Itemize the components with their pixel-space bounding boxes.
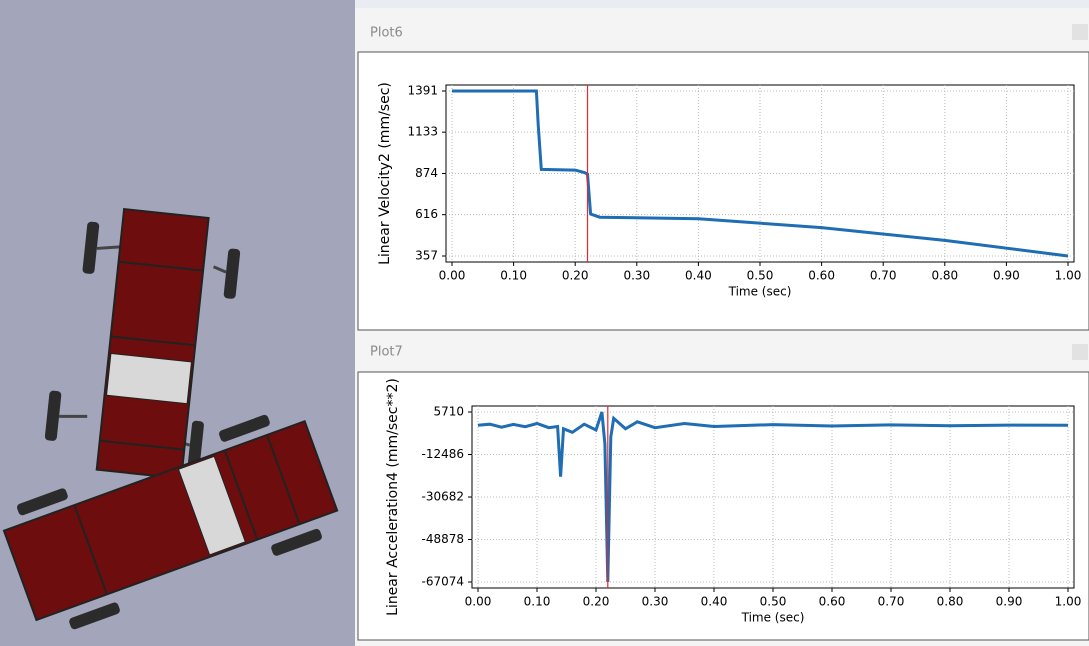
y-tick-label: -48878 [421, 532, 464, 546]
y-tick-label: 874 [415, 166, 438, 180]
x-tick-label: 0.90 [996, 595, 1023, 609]
plot-title: Plot7 [370, 345, 403, 360]
vehicle-2 [2, 414, 339, 630]
vehicle-1 [44, 207, 241, 480]
x-tick-label: 0.10 [524, 595, 551, 609]
x-axis-label: Time (sec) [741, 611, 805, 625]
y-tick-label: 1133 [407, 125, 438, 139]
x-tick-label: 0.40 [685, 269, 712, 283]
plot: -67074 -48878 -30682 -12486 5710 0.00 0.10 0.20… [385, 378, 1081, 624]
x-tick-label: 0.80 [937, 595, 964, 609]
x-tick-label: 0.20 [583, 595, 610, 609]
close-button[interactable] [1072, 344, 1088, 360]
x-tick-label: 0.00 [439, 269, 466, 283]
x-tick-label: 0.30 [623, 269, 650, 283]
y-tick-label: 616 [415, 207, 438, 221]
x-tick-label: 0.80 [931, 269, 958, 283]
y-axis-label: Linear Acceleration4 (mm/sec**2) [385, 378, 401, 616]
y-axis-label: Linear Velocity2 (mm/sec) [377, 82, 393, 265]
x-axis-label: Time (sec) [728, 285, 792, 299]
x-tick-label: 0.60 [808, 269, 835, 283]
close-button[interactable] [1072, 24, 1088, 40]
y-tick-label: 357 [415, 249, 438, 263]
x-tick-label: 0.90 [993, 269, 1020, 283]
y-tick-label: -67074 [421, 575, 464, 589]
x-tick-label: 1.00 [1055, 269, 1082, 283]
x-tick-label: 0.00 [465, 595, 492, 609]
y-tick-label: -12486 [421, 447, 464, 461]
x-tick-label: 0.40 [701, 595, 728, 609]
x-tick-label: 1.00 [1055, 595, 1082, 609]
y-tick-label: 5710 [433, 405, 464, 419]
x-tick-label: 0.30 [642, 595, 669, 609]
series-line [477, 411, 1069, 583]
plot: 357 616 874 1133 1391 0.00 0.10 0.20 0.30 0.40 0.5… [377, 82, 1081, 298]
x-tick-label: 0.70 [878, 595, 905, 609]
x-tick-label: 0.60 [819, 595, 846, 609]
x-tick-label: 0.20 [562, 269, 589, 283]
plot-title: Plot6 [370, 26, 403, 41]
x-tick-label: 0.50 [760, 595, 787, 609]
y-tick-label: -30682 [421, 490, 464, 504]
x-tick-label: 0.10 [500, 269, 527, 283]
x-tick-label: 0.70 [870, 269, 897, 283]
y-tick-label: 1391 [407, 84, 438, 98]
x-tick-label: 0.50 [747, 269, 774, 283]
pane-border [355, 0, 1089, 8]
